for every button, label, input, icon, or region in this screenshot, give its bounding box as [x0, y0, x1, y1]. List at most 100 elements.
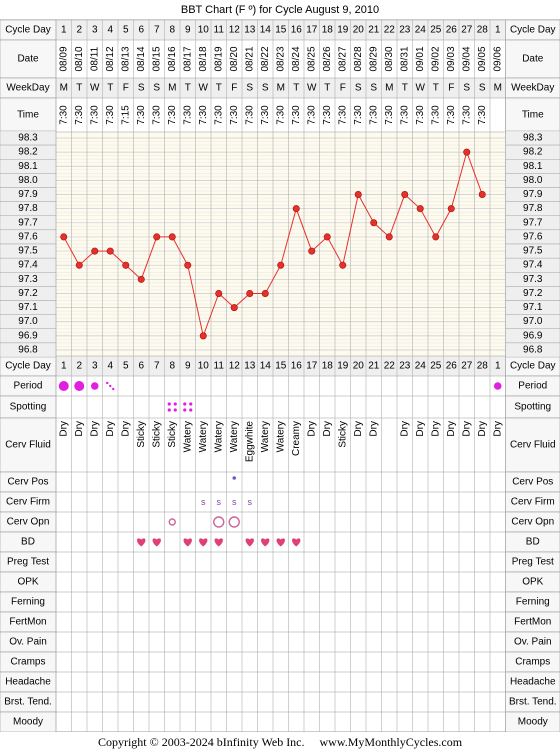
- time-label: 7:30: [74, 105, 85, 125]
- cycle-day-number: 7: [154, 361, 160, 372]
- site-link[interactable]: www.MyMonthlyCycles.com: [319, 735, 463, 749]
- bd-heart-icon: [183, 538, 192, 547]
- cycle-day-number: 27: [461, 25, 473, 36]
- cerv-fluid-label: Creamy: [291, 421, 302, 456]
- temperature-point: [370, 219, 378, 227]
- temperature-point: [277, 261, 285, 269]
- row-label-left: Cerv Firm: [6, 497, 50, 508]
- temperature-point: [478, 191, 486, 199]
- row-label-right: Cerv Opn: [511, 517, 554, 528]
- bbt-chart: Cycle Day Cycle Day Date Date WeekDay WeekDay…: [0, 19, 560, 732]
- temperature-point: [401, 191, 409, 199]
- spotting-marker: [167, 402, 171, 406]
- row-label-right: Time: [522, 110, 544, 121]
- date-label: 08/16: [167, 46, 178, 71]
- temperature-point: [199, 332, 207, 340]
- temperature-point: [432, 233, 440, 241]
- cerv-opn-marker: [213, 516, 225, 528]
- date-label: 08/09: [58, 46, 69, 71]
- y-tick-label-right: 97.8: [523, 203, 543, 214]
- temperature-point: [416, 205, 424, 213]
- time-label: 7:30: [430, 105, 441, 125]
- cycle-day-number: 20: [353, 361, 365, 372]
- spotting-marker: [173, 402, 177, 406]
- cycle-day-number: 28: [477, 361, 489, 372]
- cerv-fluid-label: Dry: [58, 421, 69, 437]
- weekday-label: M: [494, 83, 502, 94]
- temperature-point: [106, 247, 114, 255]
- cerv-fluid-label: Dry: [492, 421, 503, 437]
- cycle-day-number: 5: [123, 25, 129, 36]
- y-tick-label-right: 97.6: [523, 231, 543, 242]
- temperature-point: [385, 233, 393, 241]
- row-label-cell: [505, 417, 560, 473]
- cycle-day-number: 11: [214, 25, 225, 36]
- time-label: 7:30: [198, 105, 209, 125]
- weekday-label: M: [60, 83, 68, 94]
- weekday-label: F: [123, 83, 129, 94]
- y-tick-label-right: 98.1: [523, 161, 543, 172]
- date-label: 08/20: [229, 46, 240, 71]
- row-label-left: Spotting: [10, 402, 47, 413]
- temperature-point: [137, 275, 145, 283]
- weekday-label: T: [293, 83, 299, 94]
- date-label: 09/05: [477, 46, 488, 71]
- weekday-label: W: [416, 83, 426, 94]
- row-label-left: FertMon: [9, 617, 46, 628]
- period-marker: [58, 381, 69, 391]
- row-label-left: Brst. Tend.: [4, 697, 52, 708]
- cerv-opn-marker: [228, 516, 240, 528]
- cycle-day-number: 28: [477, 25, 489, 36]
- y-tick-label-left: 98.3: [18, 133, 38, 144]
- row-label-right: Ferning: [516, 597, 550, 608]
- cycle-day-number: 12: [229, 361, 241, 372]
- cycle-day-number: 8: [169, 25, 175, 36]
- y-tick-label-right: 97.3: [523, 274, 543, 285]
- time-label: 7:30: [167, 105, 178, 125]
- time-label: 7:30: [415, 105, 426, 125]
- cycle-day-number: 3: [92, 25, 98, 36]
- time-label: 7:30: [384, 105, 395, 125]
- period-marker: [493, 382, 502, 390]
- row-label-right: Spotting: [514, 402, 551, 413]
- weekday-label: W: [90, 83, 100, 94]
- y-tick-label-right: 98.0: [523, 175, 543, 186]
- cycle-day-number: 25: [430, 25, 442, 36]
- cycle-day-number: 11: [214, 361, 225, 372]
- cycle-day-number: 9: [185, 361, 191, 372]
- row-label-right: Brst. Tend.: [509, 697, 557, 708]
- weekday-label: M: [385, 83, 393, 94]
- spotting-marker: [173, 408, 177, 412]
- row-label-left: Preg Test: [7, 557, 49, 568]
- date-label: 08/26: [322, 46, 333, 71]
- cycle-day-number: 21: [368, 25, 380, 36]
- cerv-opn-marker: [168, 518, 176, 526]
- cerv-firm-label: s: [201, 497, 206, 507]
- weekday-label: F: [340, 83, 346, 94]
- row-label-left: Cerv Opn: [7, 517, 50, 528]
- spotting-marker: [167, 408, 171, 412]
- cycle-day-number: 17: [306, 25, 318, 36]
- cycle-day-number: 3: [92, 361, 98, 372]
- cycle-day-number: 24: [415, 361, 427, 372]
- y-tick-label-right: 97.2: [523, 288, 543, 299]
- row-label-left: Cerv Fluid: [5, 440, 51, 451]
- temperature-point: [153, 233, 161, 241]
- y-tick-label-left: 97.5: [18, 246, 38, 257]
- header-band: [56, 78, 506, 98]
- weekday-label: M: [277, 83, 285, 94]
- cycle-day-number: 1: [61, 25, 67, 36]
- row-label-right: BD: [526, 537, 540, 548]
- row-label-right: Cerv Pos: [512, 477, 553, 488]
- date-label: 08/23: [275, 46, 286, 71]
- period-marker: [90, 382, 99, 390]
- temperature-point: [75, 261, 83, 269]
- temperature-line: [63, 150, 483, 338]
- time-label: 7:30: [353, 105, 364, 125]
- cycle-day-number: 4: [107, 361, 113, 372]
- cycle-day-number: 1: [495, 361, 501, 372]
- weekday-label: T: [107, 83, 113, 94]
- temperature-point: [463, 148, 471, 156]
- y-tick-label-left: 96.9: [18, 330, 38, 341]
- date-label: 08/28: [353, 46, 364, 71]
